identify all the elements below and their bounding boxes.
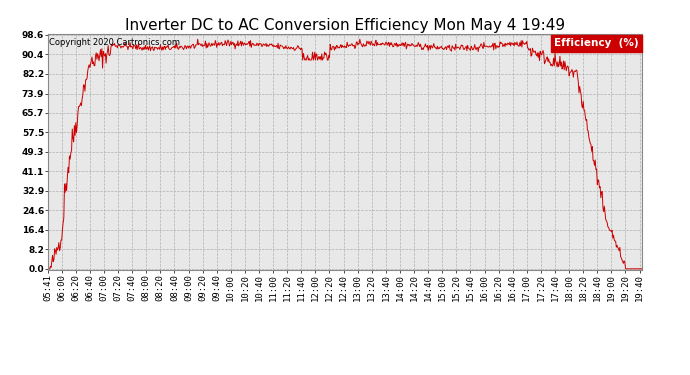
Title: Inverter DC to AC Conversion Efficiency Mon May 4 19:49: Inverter DC to AC Conversion Efficiency … (125, 18, 565, 33)
Text: Efficiency  (%): Efficiency (%) (554, 39, 639, 48)
Text: Copyright 2020 Cartronics.com: Copyright 2020 Cartronics.com (50, 39, 181, 48)
